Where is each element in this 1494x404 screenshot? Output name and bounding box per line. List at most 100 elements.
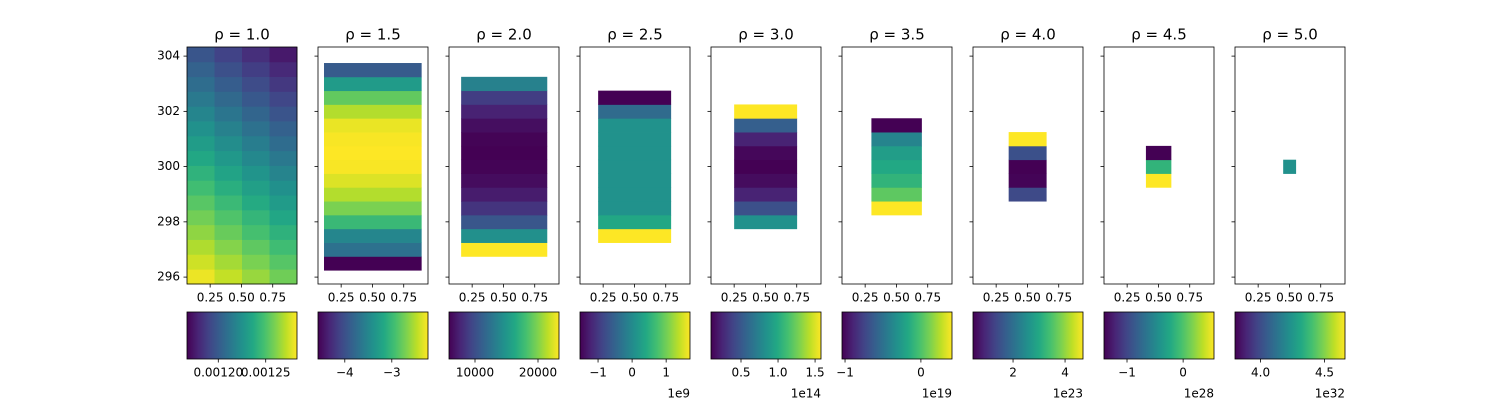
colorbar-tick-label: −1 (836, 366, 854, 380)
heatmap-cell (187, 269, 215, 285)
axes-frame (186, 46, 298, 285)
heatmap-cell (461, 145, 548, 161)
heatmap-cell (871, 201, 922, 216)
heatmap-cell (598, 132, 672, 147)
heatmap-cell (214, 47, 243, 63)
x-tick-label: 0.25 (328, 291, 355, 305)
x-tick-label: 0.75 (1307, 291, 1334, 305)
heatmap-cell (214, 195, 243, 211)
x-tick-label: 0.50 (1276, 291, 1303, 305)
heatmap-cell (214, 76, 243, 92)
colorbar-tick-label: 1 (662, 366, 670, 380)
heatmap-cell (269, 165, 298, 181)
heatmap-cell (461, 201, 548, 216)
axes-frame (710, 46, 822, 285)
axes-frame (317, 46, 429, 285)
colorbar-frame (448, 311, 560, 360)
colorbar-tick-label: 20000 (519, 366, 557, 380)
heatmap-cell (734, 118, 798, 133)
colorbar-tick-label: 4.5 (1315, 366, 1334, 380)
heatmap-cell (871, 145, 922, 161)
heatmap-cell (1145, 159, 1172, 174)
y-tick-label: 302 (157, 104, 180, 118)
y-tick-label: 298 (157, 214, 180, 228)
panel-title: ρ = 3.0 (738, 26, 793, 44)
heatmap-cell (1008, 159, 1047, 174)
heatmap-cell (187, 150, 215, 166)
heatmap-cell (324, 145, 422, 161)
heatmap-cell (1008, 187, 1047, 202)
heatmap-cell (461, 242, 548, 257)
heatmap-cell (324, 173, 422, 188)
heatmap-cell (269, 106, 298, 122)
heatmap-cell (214, 180, 243, 196)
heatmap-cell (269, 76, 298, 92)
colorbar (187, 312, 297, 359)
x-tick-label: 0.75 (259, 291, 286, 305)
heatmap-cell (598, 201, 672, 216)
heatmap-cell (598, 187, 672, 202)
heatmap-cell (324, 90, 422, 105)
heatmap-cell (242, 224, 270, 240)
colorbar-frame (579, 311, 691, 360)
heatmap-cell (871, 132, 922, 147)
x-tick-label: 0.75 (652, 291, 679, 305)
heatmap-cell (242, 269, 270, 285)
x-tick-label: 0.50 (883, 291, 910, 305)
heatmap-cell (598, 104, 672, 119)
colorbar-tick-label: 1.0 (768, 366, 787, 380)
colorbar-offset: 1e32 (1315, 387, 1345, 401)
panel-title: ρ = 2.0 (476, 26, 531, 44)
heatmap-cell (214, 106, 243, 122)
heatmap-cell (734, 201, 798, 216)
heatmap-cell (324, 76, 422, 92)
x-tick-label: 0.50 (359, 291, 386, 305)
heatmap-cell (242, 106, 270, 122)
heatmap-cell (269, 121, 298, 137)
heatmap-cell (598, 145, 672, 161)
heatmap-cell (324, 132, 422, 147)
heatmap-cell (187, 254, 215, 270)
heatmap-cell (269, 254, 298, 270)
heatmap-cell (461, 214, 548, 230)
heatmap-cell (461, 173, 548, 188)
y-tick-label: 304 (157, 49, 180, 63)
heatmap-cell (269, 180, 298, 196)
colorbar-tick-label: −1 (1118, 366, 1136, 380)
x-tick-label: 0.50 (228, 291, 255, 305)
x-tick-label: 0.25 (1114, 291, 1141, 305)
colorbar (318, 312, 428, 359)
colorbar (973, 312, 1083, 359)
x-tick-label: 0.75 (390, 291, 417, 305)
heatmap-cell (1145, 173, 1172, 188)
heatmap-cell (242, 76, 270, 92)
heatmap-cell (269, 91, 298, 107)
panel-title: ρ = 5.0 (1262, 26, 1317, 44)
heatmap-cell (324, 104, 422, 119)
heatmap-cell (1283, 159, 1297, 174)
y-tick-label: 300 (157, 159, 180, 173)
colorbar-offset: 1e14 (791, 387, 821, 401)
colorbar-tick-label: 0 (917, 366, 925, 380)
colorbar-frame (710, 311, 822, 360)
x-tick-label: 0.25 (852, 291, 879, 305)
colorbar-frame (1103, 311, 1215, 360)
heatmap-cell (242, 47, 270, 63)
heatmap-cell (187, 91, 215, 107)
heatmap-cell (871, 118, 922, 133)
colorbar (842, 312, 952, 359)
x-tick-label: 0.75 (783, 291, 810, 305)
x-tick-label: 0.50 (1145, 291, 1172, 305)
colorbar-frame (1234, 311, 1346, 360)
heatmap-cell (214, 209, 243, 226)
heatmap-cell (187, 47, 215, 63)
heatmap-cell (214, 61, 243, 78)
heatmap-cell (1008, 145, 1047, 161)
heatmap-cell (242, 150, 270, 166)
colorbar-tick-label: 2 (1009, 366, 1017, 380)
heatmap-cell (187, 76, 215, 92)
heatmap-cell (214, 150, 243, 166)
colorbar-tick-label: −3 (383, 366, 401, 380)
heatmap-cell (242, 91, 270, 107)
heatmap-cell (269, 150, 298, 166)
